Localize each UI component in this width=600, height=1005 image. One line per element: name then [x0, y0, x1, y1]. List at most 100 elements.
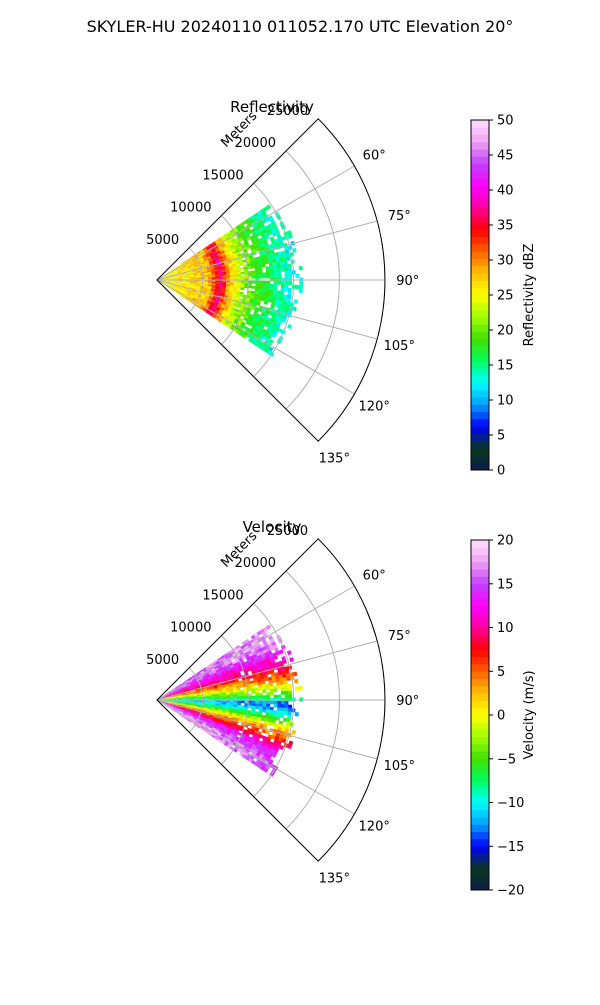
colorbar-segment: [471, 266, 489, 274]
field-cell: [291, 730, 296, 735]
field-cell: [204, 278, 208, 280]
colorbar-segment: [471, 606, 489, 614]
colorbar-segment: [471, 547, 489, 555]
field-cell: [284, 691, 288, 695]
colorbar-segment: [471, 331, 489, 339]
field-cell: [223, 275, 227, 277]
field-cell: [284, 288, 288, 292]
field-cell: [204, 698, 208, 700]
field-cell: [219, 281, 223, 283]
colorbar-segment: [471, 120, 489, 128]
field-cell: [284, 705, 288, 709]
colorbar-segment: [471, 229, 489, 237]
colorbar-tick-label: 40: [497, 184, 514, 199]
colorbar-segment: [471, 693, 489, 701]
field-cell: [299, 289, 303, 293]
field-cell: [215, 696, 219, 698]
field-cell: [285, 281, 289, 285]
colorbar-segment: [471, 555, 489, 563]
field-cell: [259, 270, 263, 273]
field-cell: [252, 276, 256, 279]
colorbar-segment: [471, 569, 489, 577]
field-cell: [255, 701, 259, 704]
colorbar-segment: [471, 766, 489, 774]
field-cell: [252, 273, 256, 276]
field-cell: [215, 697, 219, 699]
field-cell: [285, 274, 289, 278]
azimuth-tick-label: 75°: [388, 209, 411, 224]
field-cell: [281, 704, 285, 708]
field-cell: [288, 281, 292, 285]
colorbar-segment: [471, 635, 489, 643]
field-cell: [270, 284, 274, 288]
field-cell: [237, 276, 241, 279]
range-tick-label: 15000: [202, 168, 243, 183]
azimuth-tick-label: 90°: [396, 694, 419, 709]
field-cell: [255, 696, 259, 699]
field-cell: [274, 695, 278, 699]
azimuth-tick-label: 135°: [319, 451, 350, 466]
colorbar-segment: [471, 310, 489, 318]
field-cell: [281, 268, 285, 272]
colorbar-segment: [471, 441, 489, 449]
colorbar-tick-label: −10: [497, 796, 524, 811]
field-cell: [208, 278, 212, 280]
field-cell: [219, 277, 223, 279]
colorbar-tick-label: 45: [497, 149, 514, 164]
field-cell: [261, 298, 265, 302]
field-cell: [270, 272, 274, 276]
colorbar-segment: [471, 628, 489, 636]
field-cell: [274, 704, 278, 708]
field-cell: [273, 688, 277, 692]
azimuth-tick-label: 60°: [363, 149, 386, 164]
colorbar-segment: [471, 171, 489, 179]
field-cell: [262, 264, 266, 268]
colorbar-tick-label: 10: [497, 621, 514, 636]
field-cell: [266, 701, 270, 704]
colorbar-segment: [471, 178, 489, 186]
field-cell: [262, 690, 266, 693]
field-cell: [270, 692, 274, 696]
field-cell: [208, 698, 212, 700]
field-cell: [241, 281, 245, 284]
field-cell: [284, 271, 288, 275]
field-cell: [258, 687, 262, 690]
field-cell: [292, 248, 297, 253]
colorbar-segment: [471, 817, 489, 825]
colorbar-segment: [471, 412, 489, 420]
field-cell: [289, 657, 294, 662]
range-tick-label: 10000: [170, 621, 211, 636]
field-cell: [287, 650, 292, 655]
colorbar-segment: [471, 353, 489, 361]
colorbar-segment: [471, 142, 489, 150]
field-cell: [263, 284, 267, 287]
field-cell: [284, 285, 288, 289]
field-cell: [251, 691, 255, 694]
field-cell: [212, 277, 216, 279]
colorbar-segment: [471, 419, 489, 427]
field-cell: [223, 697, 227, 699]
field-cell: [223, 281, 227, 283]
colorbar-segment: [471, 397, 489, 405]
colorbar-segment: [471, 788, 489, 796]
azimuth-tick-label: 60°: [363, 569, 386, 584]
field-cell: [284, 711, 288, 715]
field-cell: [287, 324, 292, 329]
colorbar-segment: [471, 317, 489, 325]
field-cell: [230, 275, 234, 277]
field-cell: [223, 701, 227, 703]
field-cell: [234, 277, 238, 279]
field-cell: [263, 695, 267, 698]
range-tick-label: 10000: [170, 201, 211, 216]
field-cell: [197, 278, 201, 279]
field-cell: [273, 287, 277, 291]
colorbar-segment: [471, 164, 489, 172]
colorbar-segment: [471, 642, 489, 650]
field-cell: [288, 694, 292, 698]
colorbar-segment: [471, 832, 489, 840]
colorbar-tick-label: −5: [497, 752, 516, 767]
colorbar-segment: [471, 302, 489, 310]
field-cell: [259, 275, 263, 278]
